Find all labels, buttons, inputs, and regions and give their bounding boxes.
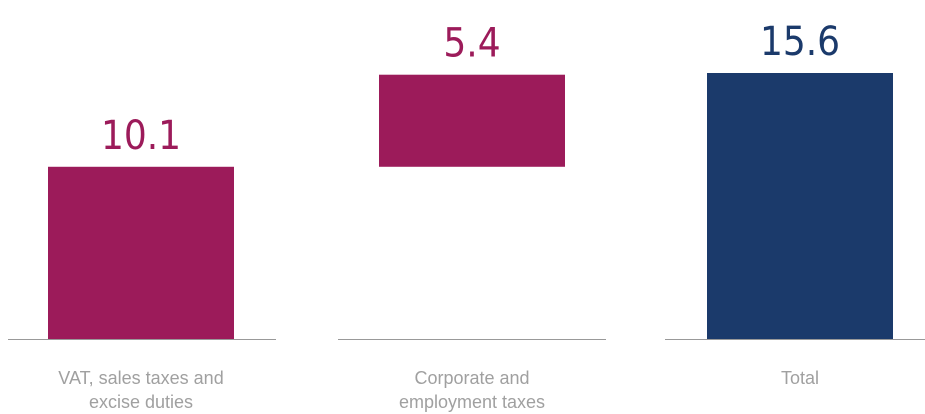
value-label: 5.4 [443, 21, 500, 67]
bar [48, 166, 234, 339]
category-label: VAT, sales taxes and excise duties [58, 368, 224, 412]
category-label: Total [780, 368, 820, 388]
bar [707, 73, 893, 339]
bar [379, 74, 565, 167]
category-label: Corporate and employment taxes [398, 368, 546, 412]
value-label: 15.6 [760, 19, 840, 65]
value-label: 10.1 [101, 113, 181, 159]
